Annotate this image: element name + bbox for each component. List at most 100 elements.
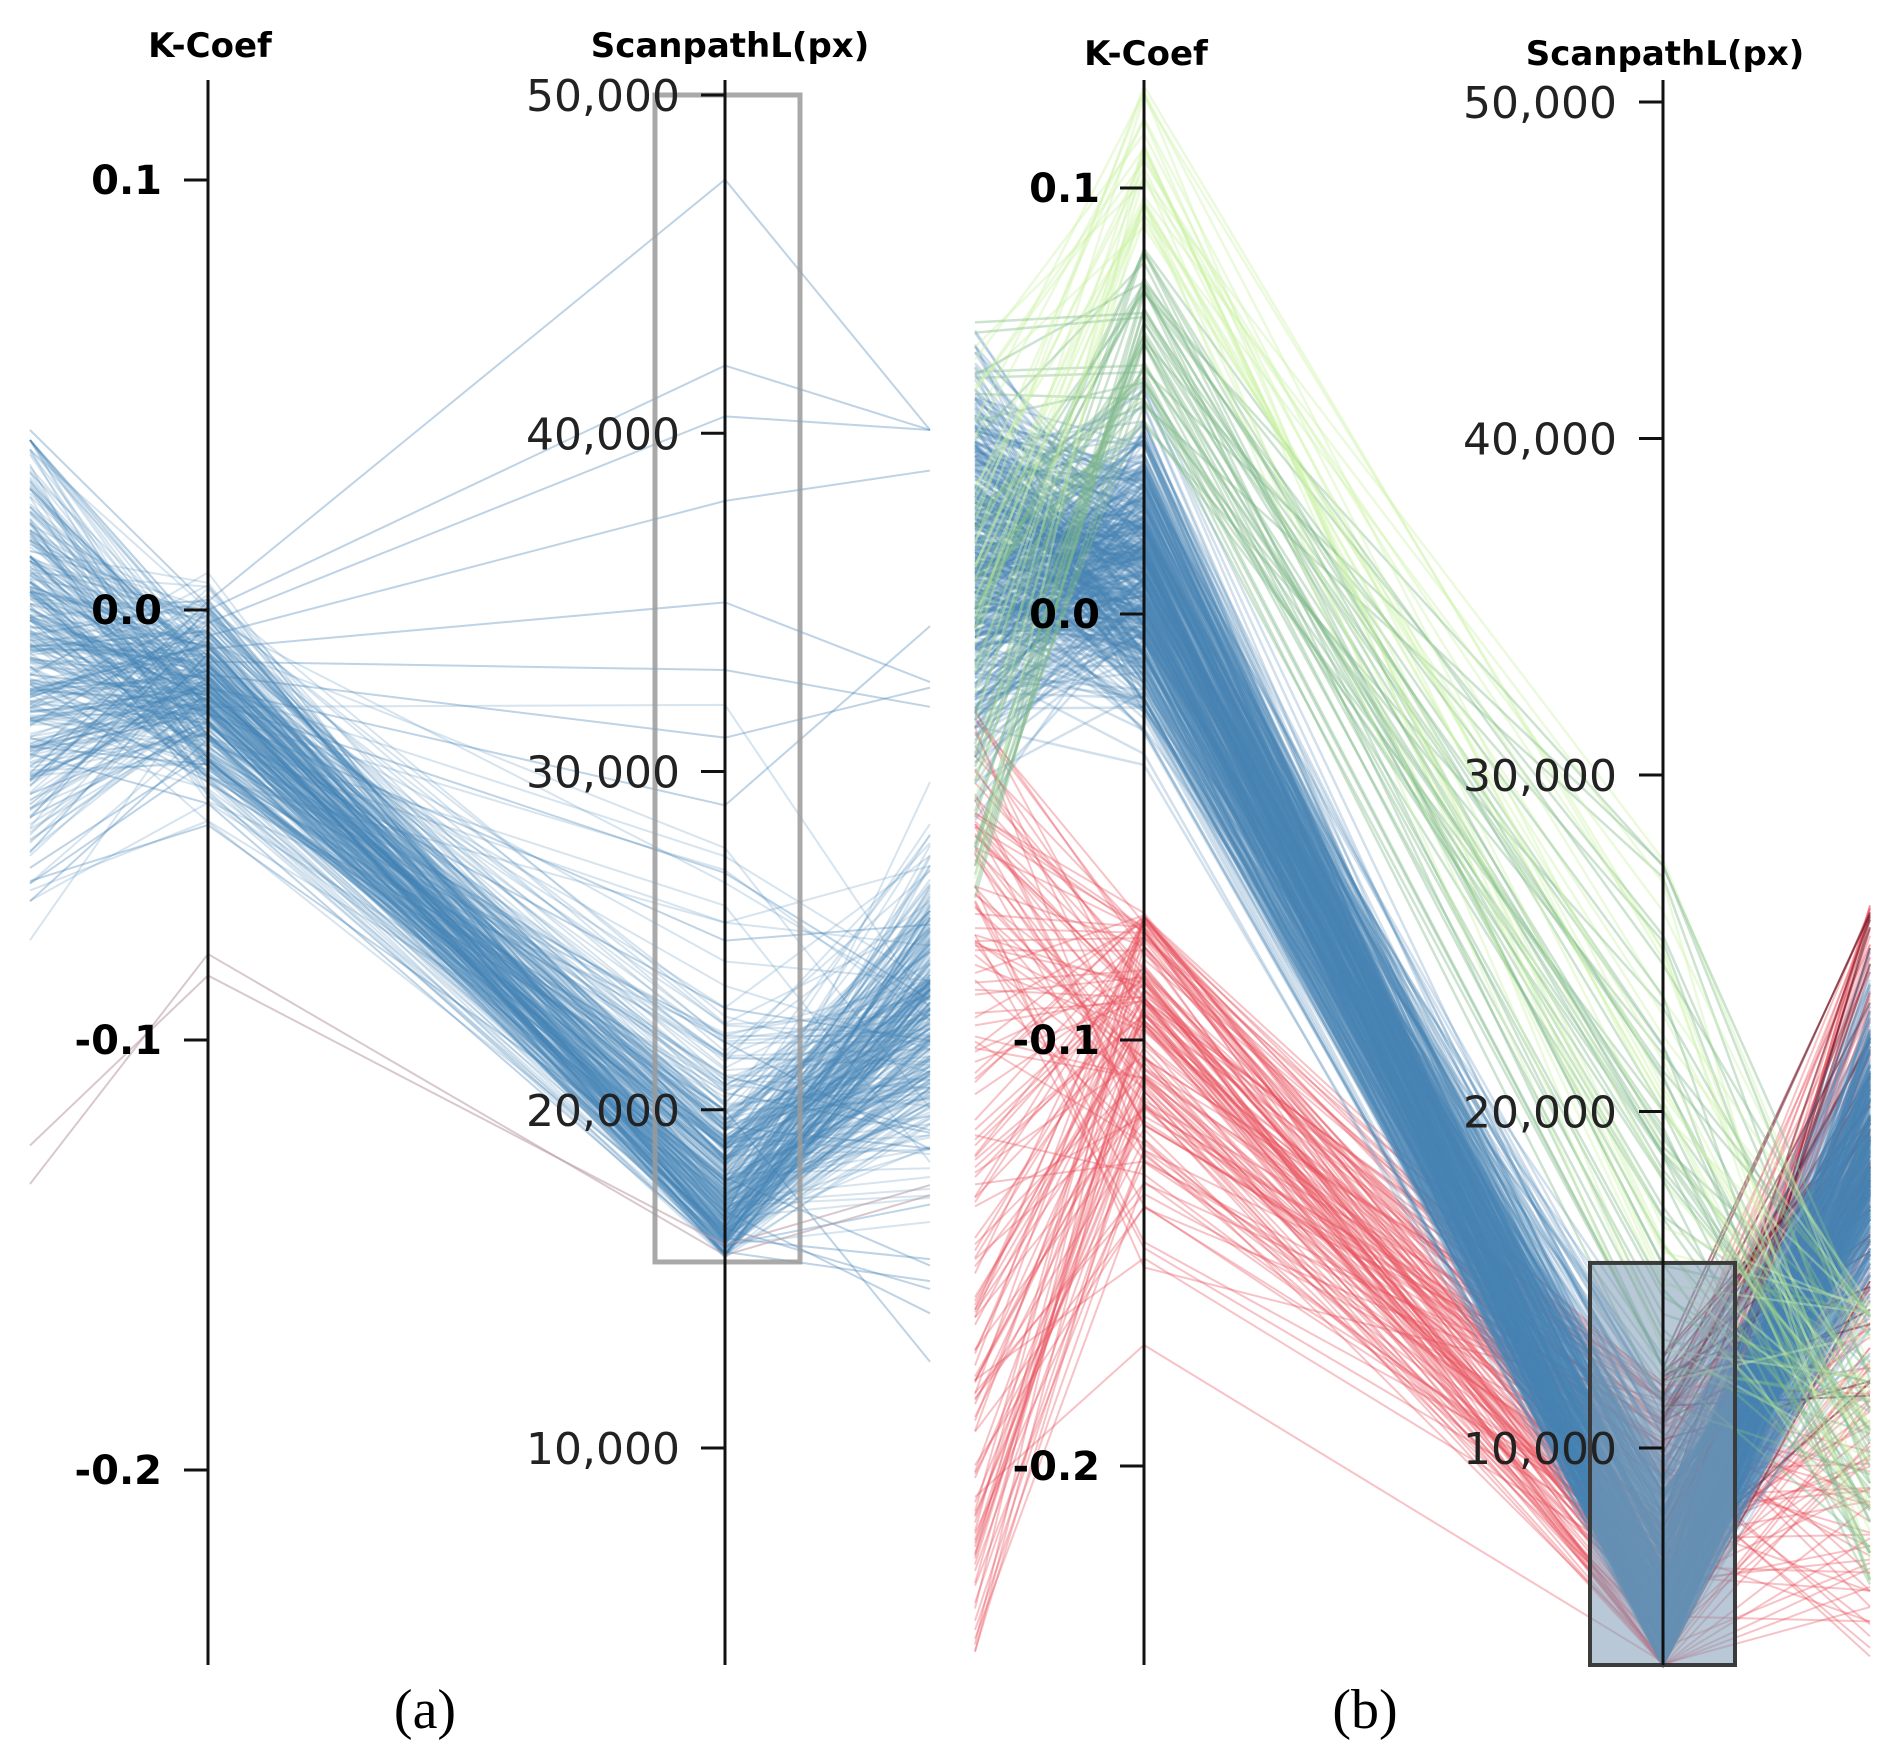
panel-b-green-polyline xyxy=(974,392,1871,1548)
panel-a-polyline xyxy=(29,648,931,1232)
panel-b-green-polyline xyxy=(973,93,1872,1480)
panel-a-polyline xyxy=(29,540,931,1184)
panel-a-polyline xyxy=(29,496,931,1099)
panel-b-blue-polyline xyxy=(974,533,1872,1634)
panel-a-polyline xyxy=(29,485,931,1183)
panel-b-red-polyline xyxy=(974,1018,1871,1540)
panel-b-blue-polyline xyxy=(974,724,1872,1644)
panel-a-polyline xyxy=(29,605,931,1209)
panel-b-blue-polyline xyxy=(974,690,1872,1584)
panel-b-blue-polyline xyxy=(974,440,1872,1654)
panel-b-blue-polyline xyxy=(974,610,1872,1657)
panel-b-blue-polyline xyxy=(974,403,1872,1590)
panel-b-blue-polyline xyxy=(974,595,1872,1626)
panel-b-blue-polyline xyxy=(974,489,1872,1636)
panel-a-polyline xyxy=(29,726,931,1183)
panel-b-blue-polyline xyxy=(974,558,1872,1653)
panel-a-polyline xyxy=(29,707,931,1215)
panel-b-red-polyline xyxy=(974,1074,1871,1623)
panel-b-blue-polyline xyxy=(973,367,1872,1649)
panel-b-blue-polyline xyxy=(974,470,1872,1484)
panel-b-blue-polyline xyxy=(974,514,1872,1668)
panel-b-red-polyline xyxy=(974,1013,1871,1577)
panel-b-red-polyline xyxy=(974,936,1871,1531)
panel-a-polyline xyxy=(29,484,931,1058)
panel-b: K-Coef ScanpathL(px) 0.1 0.0 -0.1 -0.2 50,000 4… xyxy=(973,34,1872,1669)
panel-a-polyline xyxy=(29,685,931,1257)
panel-b-blue-polyline xyxy=(974,388,1871,1536)
panel-b-blue-polyline xyxy=(974,351,1872,1536)
panel-b-blue-polyline xyxy=(974,433,1872,1669)
panel-a-polyline xyxy=(29,660,931,806)
panel-a-polyline xyxy=(29,616,931,1257)
panel-a-polyline xyxy=(29,521,931,1237)
panel-b-blue-polyline xyxy=(974,600,1872,1406)
panel-b-blue-polyline xyxy=(974,563,1872,1668)
panel-b-red-polyline xyxy=(974,971,1871,1598)
panel-b-blue-polyline xyxy=(974,501,1872,1655)
panel-a-brush xyxy=(652,92,803,1265)
panel-b-blue-polyline xyxy=(974,398,1872,1661)
panel-b-blue-polyline xyxy=(974,636,1872,1634)
panel-b-blue-polyline xyxy=(974,406,1872,1518)
panel-a-polyline xyxy=(29,644,931,1256)
panel-b-red-polyline xyxy=(974,1060,1871,1640)
panel-b-red-polyline xyxy=(974,832,1871,1655)
panel-b-blue-polyline xyxy=(973,465,1872,1561)
panel-b-blue-polyline xyxy=(974,608,1872,1591)
panel-a-polyline xyxy=(29,596,931,1192)
panel-a-polyline xyxy=(29,592,931,1200)
panel-b-blue-polyline xyxy=(974,540,1872,1612)
panel-b-blue-polyline xyxy=(974,612,1872,1610)
panel-a-polyline xyxy=(29,556,931,1149)
panel-a-polyline xyxy=(29,679,931,1226)
panel-b-blue-polyline xyxy=(974,512,1872,1595)
panel-a-polyline xyxy=(29,668,931,1245)
panel-a-polyline xyxy=(29,652,931,1157)
panel-a-polyline xyxy=(29,469,931,780)
panel-a-polyline xyxy=(29,512,931,982)
panel-b-green-polyline xyxy=(973,281,1872,1582)
panel-a-polyline xyxy=(29,709,931,1132)
panel-b-blue-polyline xyxy=(974,619,1872,1613)
panel-a-polyline xyxy=(29,617,931,1150)
panel-b-blue-polyline xyxy=(974,551,1871,1422)
panel-b-blue-polyline xyxy=(974,459,1872,1599)
panel-b-blue-polyline xyxy=(974,466,1872,1429)
panel-b-blue-polyline xyxy=(974,581,1872,1541)
panel-a-polyline xyxy=(29,681,931,1072)
panel-b-blue-polyline xyxy=(974,512,1872,1613)
panel-b-blue-polyline xyxy=(974,594,1871,1495)
panel-b-blue-polyline xyxy=(974,630,1872,1608)
panel-b-blue-polyline xyxy=(974,540,1872,1665)
panel-a-polyline xyxy=(29,658,931,1247)
panel-a-polyline xyxy=(29,618,931,1154)
panel-b-red-polyline xyxy=(974,991,1871,1579)
panel-a-polyline xyxy=(29,572,931,1218)
panel-a-axes: K-Coef ScanpathL(px) 0.1 0.0 -0.1 -0.2 50,000 4… xyxy=(75,26,869,1665)
panel-b-green-polyline xyxy=(973,165,1871,1424)
panel-a-polyline xyxy=(29,637,931,1250)
panel-b-green-polyline xyxy=(973,89,1872,1426)
panel-a-polyline xyxy=(29,695,931,1238)
panel-a-polyline xyxy=(29,713,931,1167)
panel-a-polyline xyxy=(29,616,931,1149)
panel-a-polyline xyxy=(29,511,931,1162)
panel-a-polyline xyxy=(29,555,931,1245)
panel-b-blue-polyline xyxy=(974,522,1872,1643)
panel-b-blue-polyline xyxy=(974,484,1872,1528)
panel-b-red-polyline xyxy=(974,916,1871,1527)
panel-b-red-polyline xyxy=(974,894,1871,1577)
panel-b-blue-polyline xyxy=(973,491,1872,1497)
panel-a-polyline xyxy=(29,687,931,1205)
panel-b-blue-polyline xyxy=(974,523,1872,1484)
panel-b-red-polyline xyxy=(974,812,1871,1567)
panel-b-blue-polyline xyxy=(974,639,1872,1550)
panel-b-blue-polyline xyxy=(974,582,1872,1665)
panel-a-polyline xyxy=(29,669,931,1216)
panel-b-blue-polyline xyxy=(974,519,1872,1590)
panel-a-polyline xyxy=(29,750,931,1132)
panel-b-blue-polyline xyxy=(973,344,1872,1568)
panel-b-green-polyline xyxy=(973,305,1871,1491)
panel-a-polyline xyxy=(29,559,931,1038)
